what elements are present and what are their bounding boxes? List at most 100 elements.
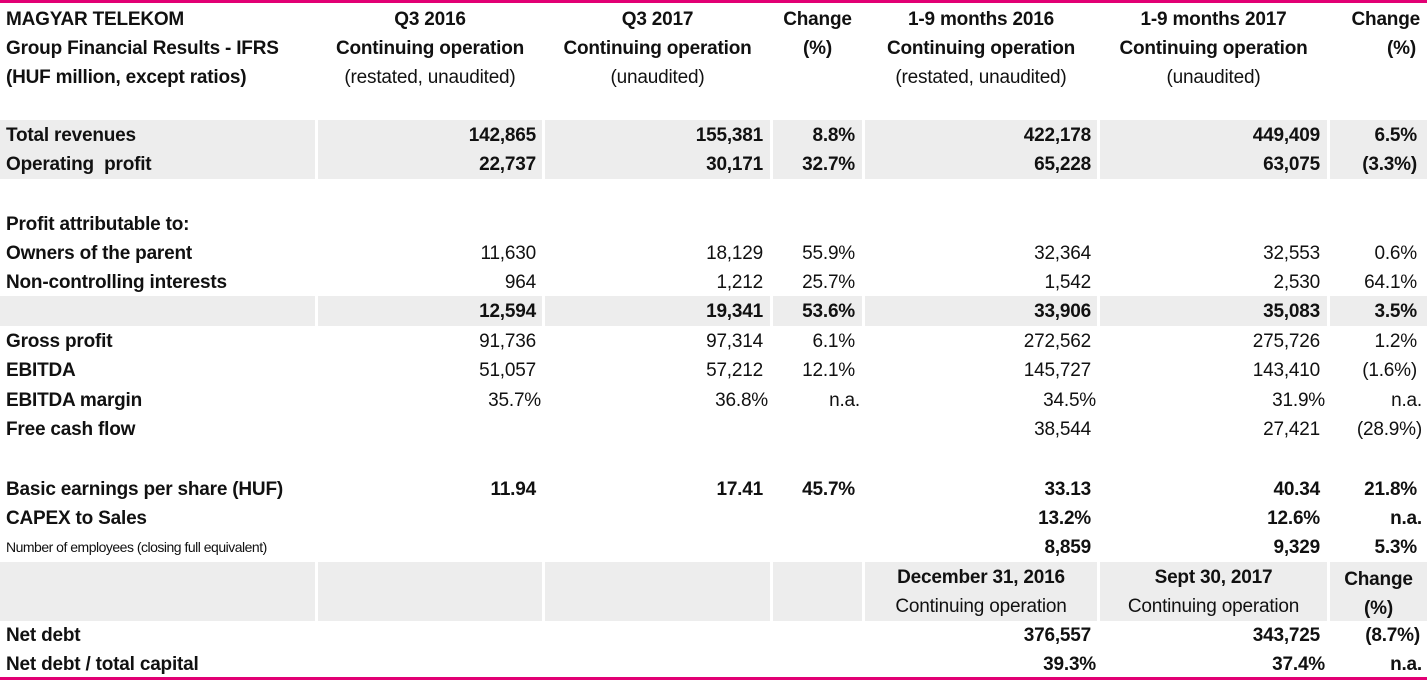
column-separator — [770, 3, 773, 678]
column-separator — [862, 3, 865, 678]
table-cell: 376,557 — [1023, 625, 1091, 646]
table-cell: 19,341 — [706, 301, 763, 322]
table-cell: 57,212 — [706, 360, 763, 381]
row-label: Non-controlling interests — [6, 272, 227, 293]
table-cell: 97,314 — [706, 331, 763, 352]
column-separator — [1097, 3, 1100, 678]
table-cell: 0.6% — [1374, 243, 1417, 264]
table-title-line: Group Financial Results - IFRS — [6, 38, 279, 59]
column-header-q3-2017: Continuing operation — [563, 38, 752, 59]
table-cell: 91,736 — [479, 331, 536, 352]
table-cell: 13.2% — [1038, 508, 1091, 529]
row-label: Basic earnings per share (HUF) — [6, 479, 283, 500]
table-cell: (3.3%) — [1362, 154, 1417, 175]
table-cell: 32,364 — [1034, 243, 1091, 264]
table-cell: 2,530 — [1273, 272, 1320, 293]
column-header-change-m: Change — [1351, 9, 1421, 30]
table-cell: 32,553 — [1263, 243, 1320, 264]
column-separator — [315, 3, 318, 678]
table-cell: 55.9% — [802, 243, 855, 264]
table-cell: 65,228 — [1034, 154, 1091, 175]
table-cell: 33,906 — [1034, 301, 1091, 322]
row-label: Owners of the parent — [6, 243, 193, 264]
column-header-9m-2016: Continuing operation — [886, 38, 1076, 59]
row-label: Gross profit — [6, 331, 113, 352]
table-cell: 1.2% — [1374, 331, 1417, 352]
table-cell: 18,129 — [706, 243, 763, 264]
table-cell: 64.1% — [1364, 272, 1417, 293]
table-cell: 275,726 — [1252, 331, 1320, 352]
table-cell: 8,859 — [1044, 537, 1091, 558]
top-accent-line — [0, 0, 1427, 3]
table-cell: 155,381 — [695, 125, 763, 146]
table-cell: 40.34 — [1273, 479, 1320, 500]
column-header-9m-2017: Continuing operation — [1119, 38, 1308, 59]
row-label: Profit attributable to: — [6, 214, 190, 235]
table-cell: 6.1% — [812, 331, 855, 352]
column-header-9m-2016: 1-9 months 2016 — [908, 9, 1054, 30]
shade-subheader-block — [0, 562, 1427, 621]
table-cell: 37.4% — [1272, 654, 1325, 675]
column-header-change-q: (%) — [803, 38, 832, 59]
table-cell: 31.9% — [1272, 390, 1325, 411]
column-separator — [542, 3, 545, 678]
table-title-line: (HUF million, except ratios) — [6, 67, 247, 88]
table-cell: 53.6% — [802, 301, 855, 322]
table-cell: (1.6%) — [1362, 360, 1417, 381]
table-cell: 51,057 — [479, 360, 536, 381]
column-subheader-sep-2017: Continuing operation — [1127, 596, 1300, 617]
column-header-change-m: (%) — [1387, 38, 1416, 59]
table-cell: 11.94 — [490, 479, 537, 500]
table-cell: 63,075 — [1263, 154, 1320, 175]
column-subheader-dec-2016: December 31, 2016 — [897, 567, 1065, 588]
table-cell: 35.7% — [488, 390, 541, 411]
shade-revenue-block — [0, 120, 1427, 179]
column-header-9m-2017: 1-9 months 2017 — [1140, 9, 1287, 30]
table-cell: 5.3% — [1374, 537, 1417, 558]
table-cell: 422,178 — [1023, 125, 1091, 146]
row-label: CAPEX to Sales — [6, 508, 147, 529]
column-header-q3-2016: Q3 2016 — [394, 9, 466, 30]
row-label: EBITDA — [6, 360, 76, 381]
table-cell: 30,171 — [706, 154, 763, 175]
column-header-q3-2016: Continuing operation — [335, 38, 525, 59]
table-cell: n.a. — [1391, 390, 1422, 411]
table-cell: n.a. — [1390, 654, 1422, 675]
table-cell: 1,542 — [1044, 272, 1091, 293]
column-header-q3-2016: (restated, unaudited) — [344, 67, 516, 88]
row-label: Net debt / total capital — [6, 654, 199, 675]
table-cell: 964 — [504, 272, 536, 293]
table-cell: 33.13 — [1044, 479, 1091, 500]
column-header-change-q: Change — [783, 9, 852, 30]
table-cell: 143,410 — [1252, 360, 1320, 381]
table-cell: 22,737 — [479, 154, 536, 175]
table-cell: 12,594 — [479, 301, 536, 322]
table-cell: n.a. — [1390, 508, 1422, 529]
column-header-9m-2016: (restated, unaudited) — [895, 67, 1067, 88]
table-cell: 11,630 — [480, 243, 536, 264]
table-cell: (28.9%) — [1356, 419, 1422, 440]
table-cell: 36.8% — [715, 390, 768, 411]
table-cell: 343,725 — [1252, 625, 1320, 646]
column-subheader-change: Change — [1344, 569, 1413, 590]
row-label: Operating profit — [6, 154, 152, 175]
table-cell: 12.1% — [802, 360, 855, 381]
column-header-q3-2017: (unaudited) — [610, 67, 705, 88]
table-cell: 32.7% — [802, 154, 855, 175]
table-cell: 142,865 — [468, 125, 536, 146]
table-cell: (8.7%) — [1365, 625, 1420, 646]
table-title-line: MAGYAR TELEKOM — [6, 9, 185, 30]
bottom-accent-line — [0, 677, 1427, 680]
table-cell: 6.5% — [1374, 125, 1417, 146]
table-cell: 39.3% — [1043, 654, 1096, 675]
column-header-q3-2017: Q3 2017 — [621, 9, 694, 30]
row-label: Total revenues — [6, 125, 136, 146]
shade-subtotal-row — [0, 296, 1427, 326]
row-label: Net debt — [6, 625, 81, 646]
column-subheader-dec-2016: Continuing operation — [895, 596, 1067, 617]
table-cell: 27,421 — [1263, 419, 1320, 440]
table-cell: 8.8% — [812, 125, 855, 146]
table-cell: 3.5% — [1374, 301, 1417, 322]
row-label: Number of employees (closing full equiva… — [6, 539, 267, 555]
